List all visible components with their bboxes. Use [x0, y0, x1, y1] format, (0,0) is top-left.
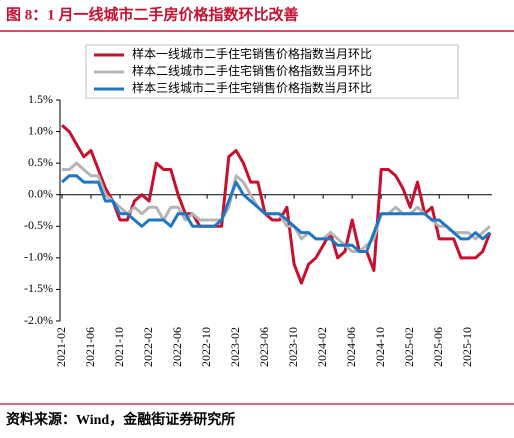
- x-tick-label: 2021-10: [112, 327, 126, 367]
- x-tick-label: 2025-06: [431, 327, 445, 367]
- y-tick-label: -2.0%: [24, 313, 53, 327]
- x-tick-label: 2023-10: [286, 327, 300, 367]
- x-tick-label: 2021-06: [83, 327, 97, 367]
- y-tick-label: 0.5%: [28, 155, 53, 169]
- x-tick-label: 2025-02: [402, 327, 416, 367]
- y-tick-label: -0.5%: [24, 218, 53, 232]
- x-tick-label: 2024-02: [315, 327, 329, 367]
- legend-label: 样本一线城市二手住宅销售价格指数当月环比: [132, 46, 372, 61]
- x-tick-label: 2021-02: [54, 327, 68, 367]
- x-tick-label: 2025-10: [460, 327, 474, 367]
- legend-label: 样本二线城市二手住宅销售价格指数当月环比: [132, 63, 372, 78]
- y-tick-label: -1.5%: [24, 281, 53, 295]
- series-line: [61, 174, 491, 253]
- legend-label: 样本三线城市二手住宅销售价格指数当月环比: [132, 80, 372, 95]
- x-tick-label: 2023-02: [228, 327, 242, 367]
- series-line: [62, 161, 491, 253]
- x-tick-label: 2023-06: [257, 327, 271, 367]
- y-tick-label: 1.5%: [28, 92, 53, 106]
- x-tick-label: 2022-02: [141, 327, 155, 367]
- x-tick-label: 2024-06: [344, 327, 358, 367]
- legend-box: [85, 44, 459, 99]
- y-tick-label: 0.0%: [28, 186, 53, 200]
- x-tick-label: 2022-10: [199, 327, 213, 367]
- y-tick-label: -1.0%: [24, 250, 53, 264]
- source: 资料来源：Wind，金融街证券研究所: [6, 411, 235, 428]
- chart-title: 图 8：1 月一线城市二手房价格指数环比改善: [6, 5, 299, 23]
- x-tick-label: 2024-10: [373, 327, 387, 367]
- y-tick-label: 1.0%: [28, 123, 53, 137]
- x-tick-label: 2022-06: [170, 327, 184, 367]
- series-line: [61, 124, 492, 285]
